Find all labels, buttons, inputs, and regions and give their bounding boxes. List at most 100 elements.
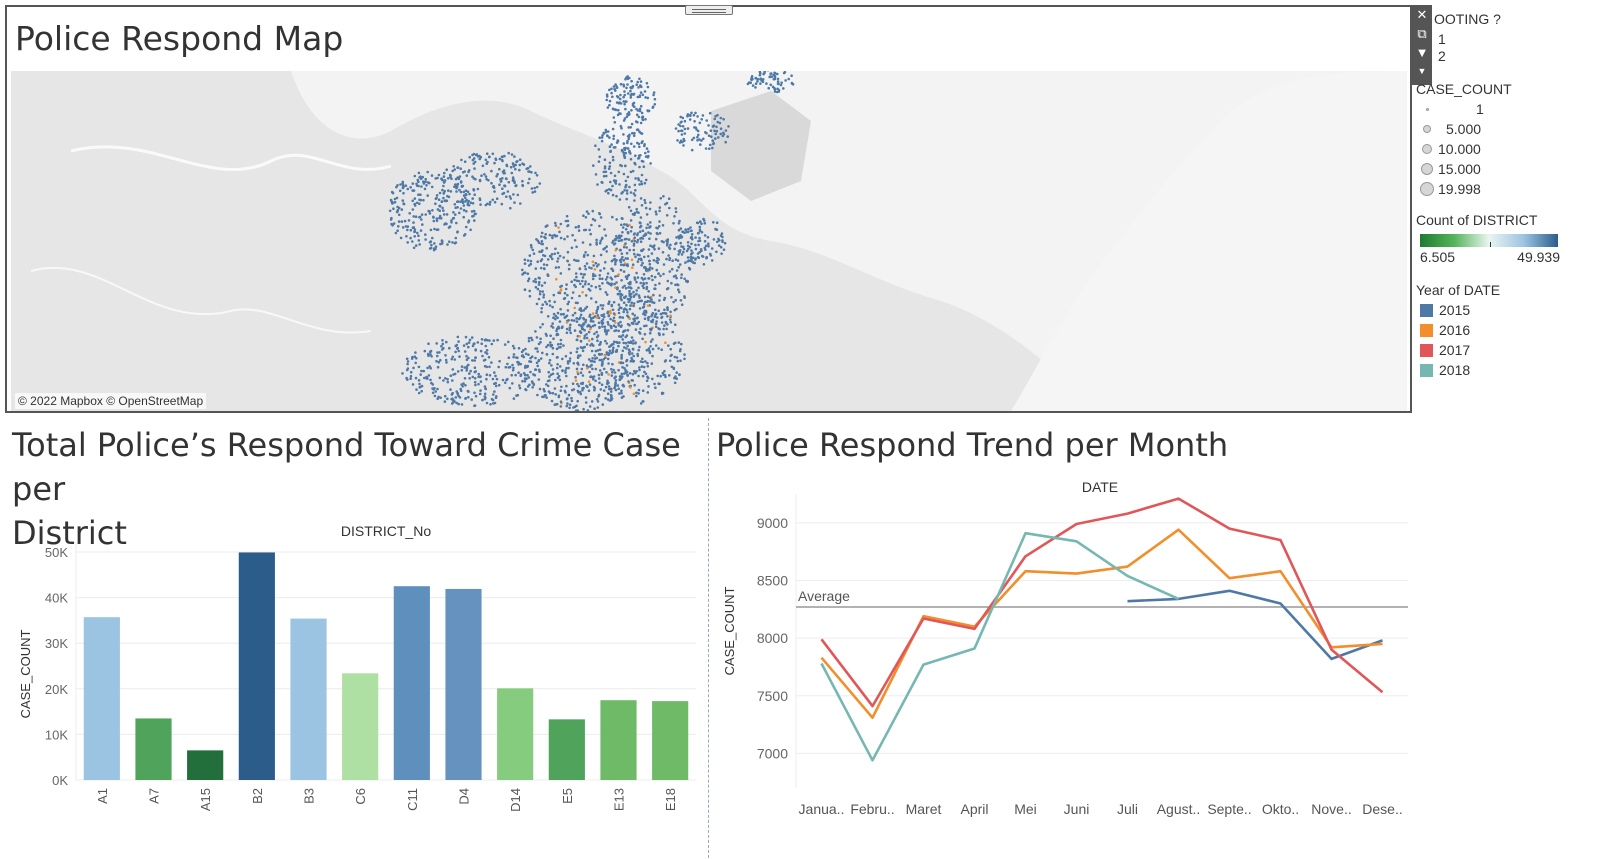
map-point[interactable] — [694, 236, 697, 239]
map-point[interactable] — [539, 266, 543, 270]
map-point[interactable] — [596, 339, 599, 343]
map-point[interactable] — [551, 234, 554, 238]
map-point[interactable] — [647, 154, 650, 158]
map-point[interactable] — [431, 209, 434, 212]
map-point[interactable] — [534, 330, 537, 333]
map-point[interactable] — [658, 294, 662, 297]
map-point[interactable] — [597, 160, 601, 163]
map-point[interactable] — [417, 379, 421, 382]
map-point[interactable] — [549, 343, 553, 347]
map-point[interactable] — [541, 395, 544, 399]
map-point[interactable] — [625, 303, 628, 307]
map-point[interactable] — [629, 170, 633, 174]
map-point[interactable] — [591, 324, 595, 328]
map-point[interactable] — [472, 188, 475, 191]
map-point[interactable] — [575, 245, 578, 249]
map-point[interactable] — [551, 305, 554, 309]
popout-icon[interactable]: ⧉ — [1417, 26, 1427, 41]
map-point[interactable] — [618, 341, 621, 344]
map-point[interactable] — [654, 237, 658, 241]
map-point[interactable] — [766, 71, 770, 72]
map-point[interactable] — [400, 220, 404, 223]
map-point[interactable] — [451, 368, 455, 371]
map-point[interactable] — [546, 384, 550, 388]
map-point[interactable] — [612, 179, 616, 182]
map-point[interactable] — [540, 284, 544, 287]
map-point[interactable] — [637, 286, 640, 290]
bar-chart[interactable]: DISTRICT_NoCASE_COUNT0K10K20K30K40K50KA1… — [8, 516, 708, 836]
map-point[interactable] — [648, 262, 652, 266]
map-point[interactable] — [697, 133, 700, 137]
map-point[interactable] — [644, 151, 647, 155]
map-point[interactable] — [498, 157, 502, 161]
map-point[interactable] — [603, 328, 607, 331]
map-point[interactable] — [438, 216, 441, 220]
map-point[interactable] — [559, 405, 563, 408]
map-point[interactable] — [635, 391, 638, 395]
map-point[interactable] — [511, 368, 515, 372]
map-point[interactable] — [468, 372, 471, 375]
map-point[interactable] — [442, 213, 446, 216]
map-point[interactable] — [449, 388, 452, 391]
map-point[interactable] — [593, 332, 596, 336]
map-point[interactable] — [457, 349, 461, 353]
map-point[interactable] — [585, 343, 589, 346]
map-point[interactable] — [616, 384, 620, 387]
map-point[interactable] — [667, 197, 671, 200]
map-point[interactable] — [551, 346, 555, 350]
map-point[interactable] — [414, 376, 418, 380]
map-point[interactable] — [629, 360, 633, 363]
map-point[interactable] — [674, 207, 678, 210]
map-point[interactable] — [623, 346, 626, 349]
map-point[interactable] — [654, 308, 657, 312]
map-point[interactable] — [640, 264, 643, 267]
map-point[interactable] — [681, 230, 684, 234]
map-point[interactable] — [643, 277, 647, 280]
map-point[interactable] — [680, 245, 683, 248]
map-point[interactable] — [569, 323, 572, 327]
map-point[interactable] — [595, 243, 598, 246]
map-point[interactable] — [690, 148, 694, 152]
map-point[interactable] — [534, 280, 538, 284]
map-point[interactable] — [677, 290, 681, 294]
map-point[interactable] — [559, 345, 562, 349]
map-point[interactable] — [446, 177, 450, 180]
map-point[interactable] — [494, 158, 498, 161]
map-point[interactable] — [673, 355, 677, 359]
map-point[interactable] — [487, 155, 491, 159]
map-point[interactable] — [710, 135, 713, 138]
map-point[interactable] — [514, 163, 517, 167]
map-point[interactable] — [662, 263, 666, 266]
map-point[interactable] — [551, 372, 555, 376]
map-point[interactable] — [607, 314, 610, 318]
map-point[interactable] — [761, 78, 765, 81]
map-point[interactable] — [564, 287, 568, 291]
map-point[interactable] — [653, 275, 657, 279]
map-point[interactable] — [628, 149, 631, 153]
map-point[interactable] — [621, 255, 624, 259]
map-point[interactable] — [614, 325, 618, 329]
map-point[interactable] — [598, 381, 601, 385]
map-point[interactable] — [626, 257, 629, 260]
map-point[interactable] — [581, 387, 584, 390]
map-point[interactable] — [619, 112, 622, 115]
map-point[interactable] — [601, 134, 604, 137]
map-point[interactable] — [630, 142, 633, 146]
map-point[interactable] — [419, 229, 423, 232]
map-point[interactable] — [624, 107, 627, 111]
bar-C6[interactable] — [342, 673, 379, 780]
map-point[interactable] — [572, 406, 575, 409]
map-point[interactable] — [638, 107, 642, 111]
map-point[interactable] — [673, 247, 676, 251]
map-point[interactable] — [433, 242, 436, 245]
map-point[interactable] — [669, 314, 672, 317]
map-point[interactable] — [616, 140, 620, 143]
map-point[interactable] — [413, 355, 417, 359]
map-point[interactable] — [719, 245, 723, 249]
map-point[interactable] — [687, 227, 690, 231]
map-point[interactable] — [672, 300, 675, 304]
map-point[interactable] — [427, 342, 430, 346]
map-point[interactable] — [696, 115, 699, 118]
map-point[interactable] — [417, 171, 421, 175]
map-point[interactable] — [625, 237, 628, 241]
